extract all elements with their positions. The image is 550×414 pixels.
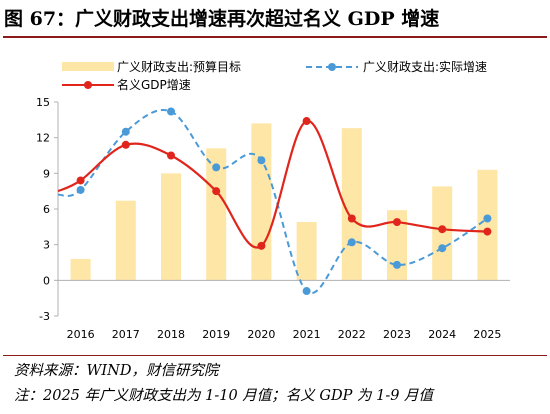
x-tick-label: 2019 bbox=[202, 328, 230, 341]
legend-label-actual: 广义财政支出:实际增速 bbox=[363, 59, 487, 74]
point-gdp-growth bbox=[257, 241, 266, 250]
legend: 广义财政支出:预算目标 广义财政支出:实际增速 名义GDP增速 bbox=[62, 59, 487, 92]
footnote: 注：2025 年广义财政支出为 1-10 月值；名义 GDP 为 1-9 月值 bbox=[14, 388, 434, 404]
point-actual-growth bbox=[257, 156, 266, 165]
page-title: 图 67：广义财政支出增速再次超过名义 GDP 增速 bbox=[4, 8, 440, 30]
series-markers bbox=[76, 107, 492, 296]
point-gdp-growth bbox=[393, 218, 401, 227]
x-tick-label: 2025 bbox=[473, 328, 501, 341]
y-axis: -3 0 3 6 9 12 15 bbox=[36, 96, 59, 323]
point-actual-growth bbox=[212, 163, 221, 172]
x-tick-label: 2023 bbox=[383, 328, 411, 341]
y-tick-label: 6 bbox=[43, 203, 50, 216]
x-tick-label: 2022 bbox=[338, 328, 366, 341]
bar bbox=[477, 169, 498, 281]
point-gdp-growth bbox=[167, 151, 175, 160]
point-actual-growth bbox=[167, 107, 175, 116]
bar bbox=[115, 200, 136, 281]
y-tick-label: 0 bbox=[43, 274, 50, 287]
x-tick-label: 2024 bbox=[428, 328, 456, 341]
point-gdp-growth bbox=[121, 140, 130, 149]
legend-marker-gdp bbox=[84, 81, 92, 89]
point-actual-growth bbox=[121, 127, 130, 136]
x-tick-label: 2021 bbox=[293, 328, 321, 341]
bar bbox=[432, 186, 453, 281]
x-axis: 2016 2017 2018 2019 2020 2021 2022 2023 2024 2025 bbox=[67, 328, 502, 341]
title-divider bbox=[3, 36, 547, 38]
footer-divider bbox=[3, 355, 547, 356]
legend-label-gdp: 名义GDP增速 bbox=[117, 77, 191, 92]
point-gdp-growth bbox=[438, 225, 447, 234]
bars bbox=[70, 123, 498, 281]
source-note: 资料来源：WIND，财信研究院 bbox=[14, 363, 219, 379]
point-actual-growth bbox=[76, 185, 85, 194]
point-actual-growth bbox=[347, 238, 356, 247]
x-tick-label: 2018 bbox=[157, 328, 185, 341]
point-gdp-growth bbox=[347, 214, 356, 223]
x-tick-label: 2016 bbox=[67, 328, 95, 341]
legend-marker-actual bbox=[328, 63, 336, 71]
bar bbox=[70, 258, 91, 281]
bar bbox=[206, 148, 227, 281]
legend-label-budget: 广义财政支出:预算目标 bbox=[117, 59, 241, 74]
legend-swatch-budget bbox=[62, 62, 114, 71]
point-gdp-growth bbox=[302, 117, 311, 126]
x-tick-label: 2020 bbox=[247, 328, 275, 341]
point-actual-growth bbox=[302, 287, 311, 296]
y-tick-label: 12 bbox=[36, 132, 50, 145]
point-gdp-growth bbox=[212, 187, 221, 196]
bar bbox=[161, 173, 181, 281]
y-tick-label: 15 bbox=[36, 96, 50, 109]
chart: 广义财政支出:预算目标 广义财政支出:实际增速 名义GDP增速 -3 0 3 6 9 12… bbox=[36, 59, 510, 341]
point-gdp-growth bbox=[483, 227, 492, 236]
point-gdp-growth bbox=[76, 176, 85, 185]
point-actual-growth bbox=[483, 214, 492, 223]
y-tick-label: 9 bbox=[43, 167, 50, 180]
y-tick-label: 3 bbox=[43, 239, 50, 252]
x-tick-label: 2017 bbox=[112, 328, 140, 341]
bar bbox=[251, 123, 272, 281]
bar bbox=[296, 222, 317, 281]
point-actual-growth bbox=[438, 244, 447, 253]
point-actual-growth bbox=[393, 260, 401, 269]
y-tick-label: -3 bbox=[39, 310, 50, 323]
